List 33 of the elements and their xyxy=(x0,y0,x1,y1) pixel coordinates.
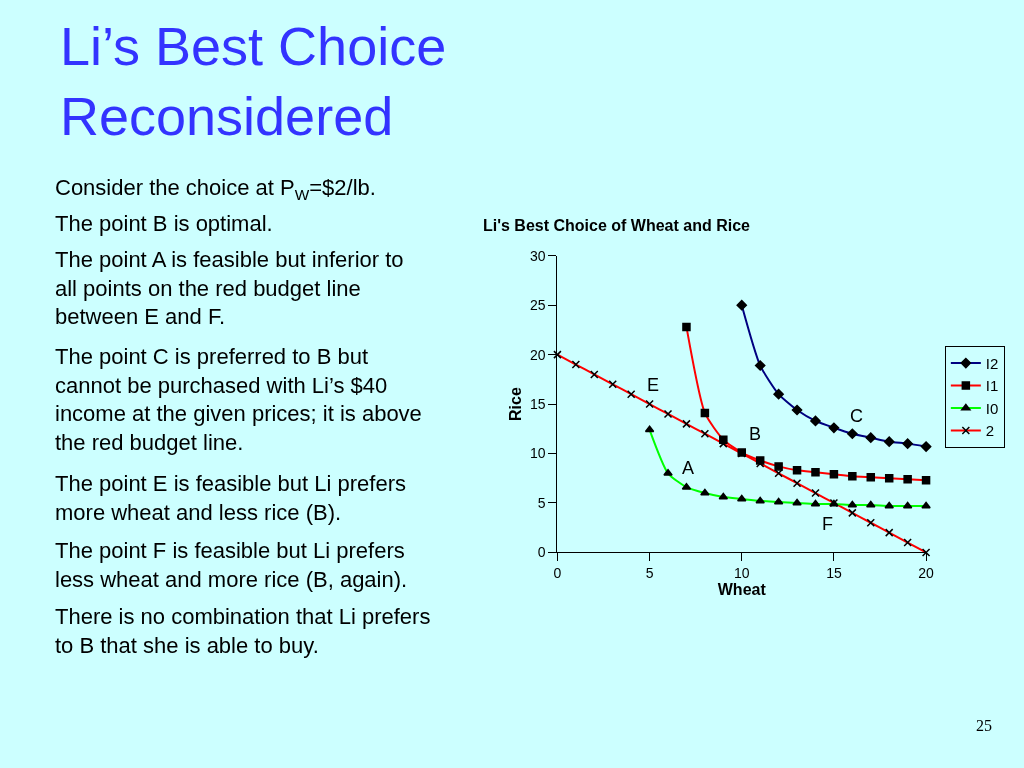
text: The point A is feasible but inferior to all points on the red budget line between E and F. xyxy=(55,247,404,330)
annotation: E xyxy=(647,375,660,395)
text: The point E is feasible but Li prefers more wheat and less rice (B). xyxy=(55,471,406,525)
annotation: B xyxy=(749,424,762,444)
legend-label: I2 xyxy=(985,354,999,372)
x-axis-title: Wheat xyxy=(717,581,767,599)
legend-label: I1 xyxy=(985,377,999,395)
y-tick-label: 5 xyxy=(537,494,546,511)
text: Consider the choice at P$_{W}$=$2/lb. xyxy=(55,175,376,203)
text: The point B is optimal. xyxy=(55,211,273,236)
text: The point C is preferred to B but cannot be purchased with Li’s $40 income at the given prices; it is above the red budget line. xyxy=(55,344,422,455)
y-tick-label: 30 xyxy=(530,247,546,264)
x-tick-label: 20 xyxy=(918,565,935,582)
x-tick-label: 5 xyxy=(645,565,654,582)
text: 25 xyxy=(976,717,992,734)
text: The point F is feasible but Li prefers less wheat and more rice (B, again). xyxy=(55,538,408,592)
legend-label: I0 xyxy=(985,399,999,417)
x-tick-label: 0 xyxy=(553,565,562,582)
y-tick-label: 25 xyxy=(530,297,546,314)
y-tick-label: 15 xyxy=(530,395,546,412)
chart-subtitle: Li's Best Choice of Wheat and Rice xyxy=(483,217,751,234)
y-tick-label: 20 xyxy=(530,346,546,363)
annotation: C xyxy=(850,406,863,426)
text: There is no combination that Li prefers to B that she is able to buy. xyxy=(55,604,431,658)
legend-label: 2 xyxy=(985,422,995,440)
x-tick-label: 10 xyxy=(733,565,750,582)
y-tick-label: 0 xyxy=(537,544,546,561)
y-tick-label: 10 xyxy=(530,445,546,462)
annotation: F xyxy=(822,514,833,534)
y-axis-title: Rice xyxy=(506,387,524,421)
x-tick-label: 15 xyxy=(826,565,842,582)
chart-title: Li’s Best Choice Reconsidered xyxy=(60,16,447,147)
annotation: A xyxy=(682,458,695,478)
